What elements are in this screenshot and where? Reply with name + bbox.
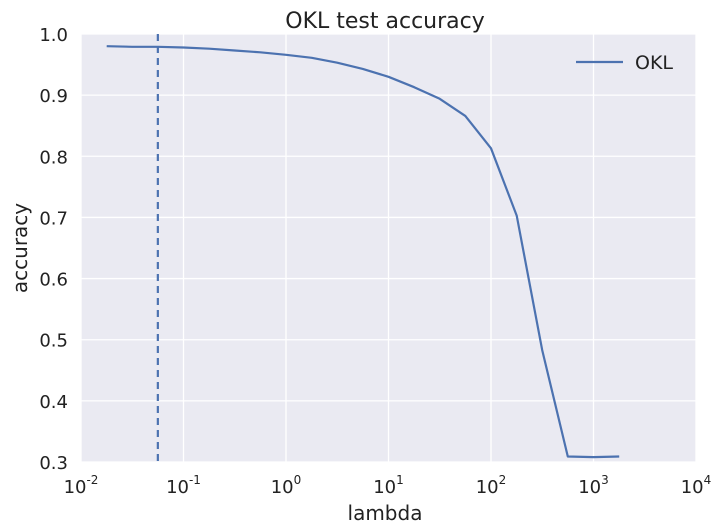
y-tick-label: 0.8 [39, 147, 68, 168]
x-tick-label: 100 [271, 473, 302, 498]
y-tick-label: 0.7 [39, 208, 68, 229]
y-axis-ticks: 0.3 0.4 0.5 0.6 0.7 0.8 0.9 1.0 [39, 25, 68, 474]
chart-title: OKL test accuracy [285, 9, 485, 34]
y-tick-label: 0.4 [39, 392, 68, 413]
legend-label-okl: OKL [635, 52, 673, 74]
x-axis-label: lambda [348, 501, 423, 525]
x-tick-label: 10-1 [166, 473, 201, 498]
grid [80, 33, 697, 463]
legend: OKL [576, 52, 673, 74]
y-tick-label: 0.6 [39, 270, 68, 291]
series-layer [106, 34, 620, 462]
x-axis-ticks: 10-2 10-1 100 101 102 103 104 [64, 473, 712, 498]
y-tick-label: 0.5 [39, 331, 68, 352]
y-tick-label: 0.9 [39, 86, 68, 107]
x-tick-label: 101 [373, 473, 404, 498]
x-tick-label: 102 [476, 473, 507, 498]
x-tick-label: 10-2 [64, 473, 99, 498]
x-tick-label: 103 [578, 473, 609, 498]
y-tick-label: 1.0 [39, 25, 68, 46]
y-tick-label: 0.3 [39, 453, 68, 474]
y-axis-label: accuracy [8, 203, 32, 293]
x-tick-label: 104 [681, 473, 712, 498]
